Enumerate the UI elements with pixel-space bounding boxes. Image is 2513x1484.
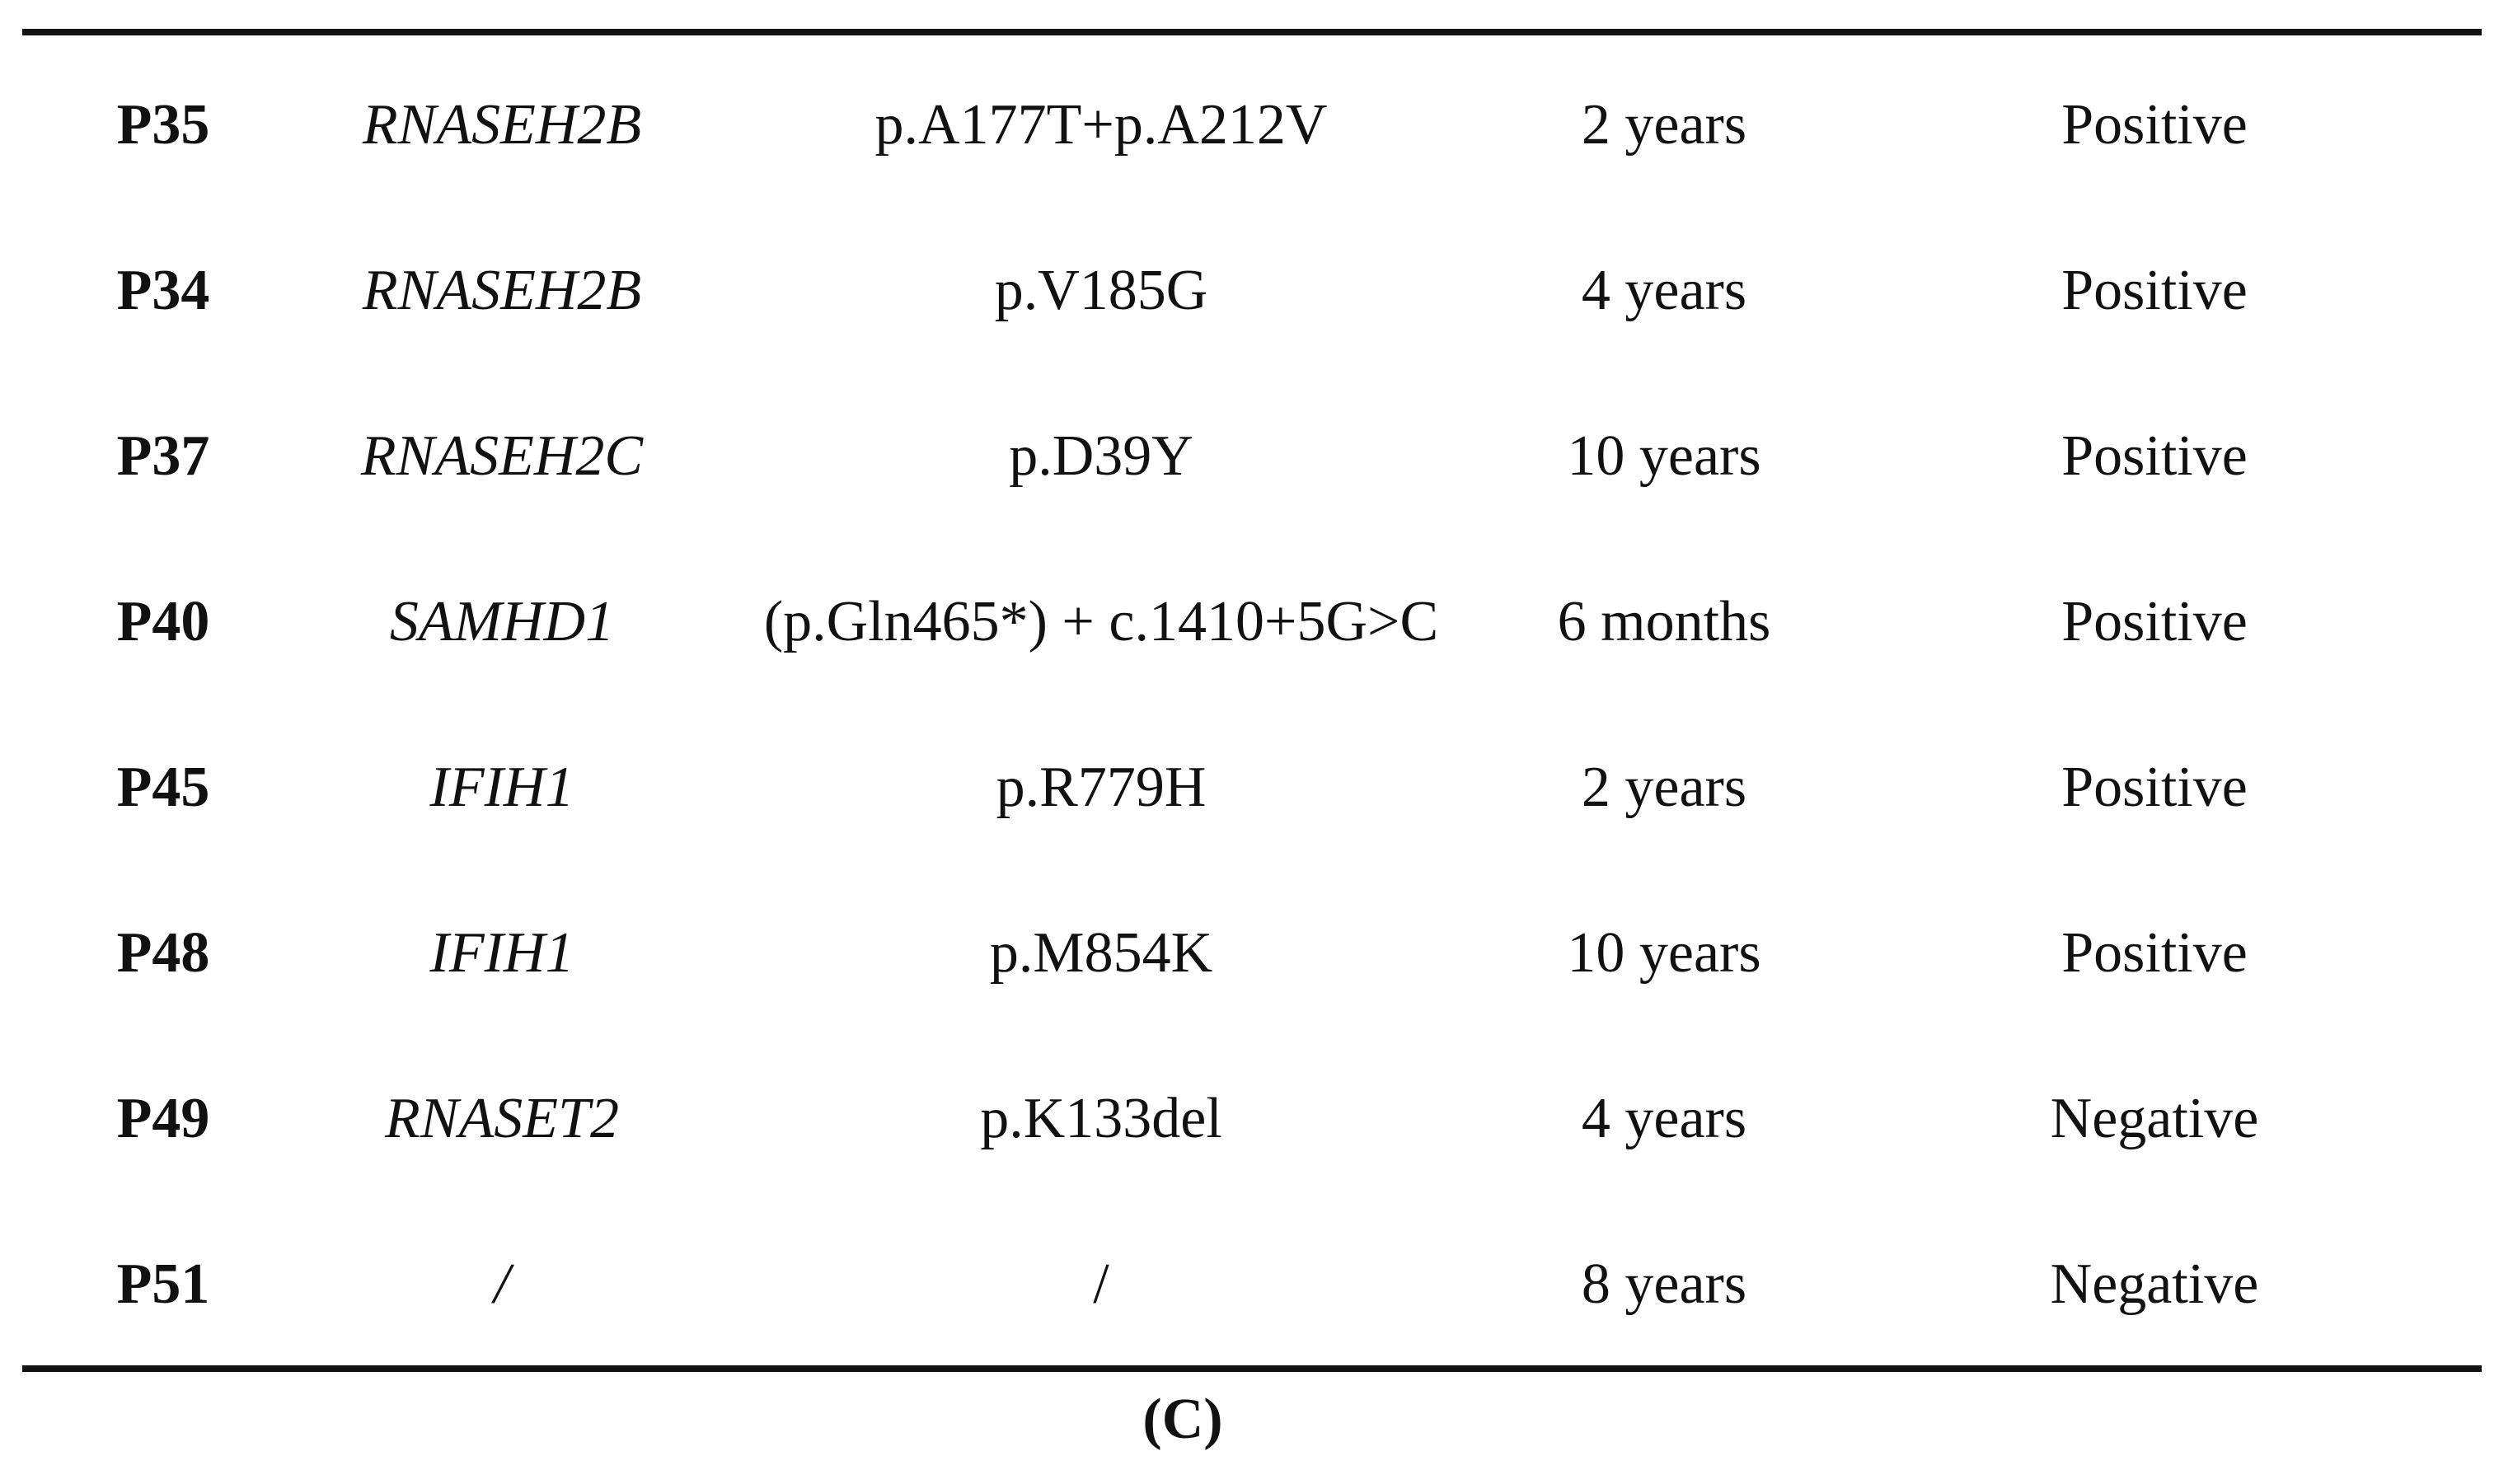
result: Positive bbox=[2061, 590, 2248, 653]
patient-id: P49 bbox=[116, 1087, 210, 1150]
patient-id: P51 bbox=[116, 1252, 210, 1316]
patient-id: P34 bbox=[116, 259, 210, 322]
variant: p.V185G bbox=[994, 259, 1208, 322]
patient-id: P45 bbox=[116, 756, 210, 819]
variant: p.R779H bbox=[996, 756, 1207, 819]
age: 2 years bbox=[1581, 756, 1747, 819]
variant: / bbox=[1093, 1252, 1109, 1316]
gene: RNASET2 bbox=[385, 1087, 619, 1150]
patient-id: P48 bbox=[116, 921, 210, 985]
gene: IFIH1 bbox=[429, 756, 574, 819]
gene: RNASEH2B bbox=[362, 93, 642, 157]
result: Positive bbox=[2061, 93, 2248, 157]
gene: IFIH1 bbox=[429, 921, 574, 985]
gene: SAMHD1 bbox=[389, 590, 615, 653]
bottom-rule bbox=[22, 1365, 2482, 1372]
top-rule bbox=[22, 29, 2482, 35]
variant: p.D39Y bbox=[1009, 424, 1193, 488]
result: Positive bbox=[2061, 424, 2248, 488]
caption: (C) bbox=[1142, 1388, 1223, 1451]
age: 4 years bbox=[1581, 259, 1747, 322]
result: Positive bbox=[2061, 756, 2248, 819]
variant: p.A177T+p.A212V bbox=[874, 93, 1328, 157]
gene: RNASEH2C bbox=[360, 424, 644, 488]
age: 4 years bbox=[1581, 1087, 1747, 1150]
age: 8 years bbox=[1581, 1252, 1747, 1316]
variant: (p.Gln465*) + c.1410+5G>C bbox=[763, 590, 1439, 653]
age: 10 years bbox=[1567, 424, 1761, 488]
result: Negative bbox=[2050, 1252, 2259, 1316]
variant: p.M854K bbox=[989, 921, 1213, 985]
age: 6 months bbox=[1557, 590, 1771, 653]
patient-id: P37 bbox=[116, 424, 210, 488]
result: Negative bbox=[2050, 1087, 2259, 1150]
age: 10 years bbox=[1567, 921, 1761, 985]
age: 2 years bbox=[1581, 93, 1747, 157]
gene: / bbox=[494, 1252, 510, 1316]
patient-id: P35 bbox=[116, 93, 210, 157]
patient-id: P40 bbox=[116, 590, 210, 653]
result: Positive bbox=[2061, 259, 2248, 322]
variant: p.K133del bbox=[980, 1087, 1222, 1150]
result: Positive bbox=[2061, 921, 2248, 985]
gene: RNASEH2B bbox=[362, 259, 642, 322]
